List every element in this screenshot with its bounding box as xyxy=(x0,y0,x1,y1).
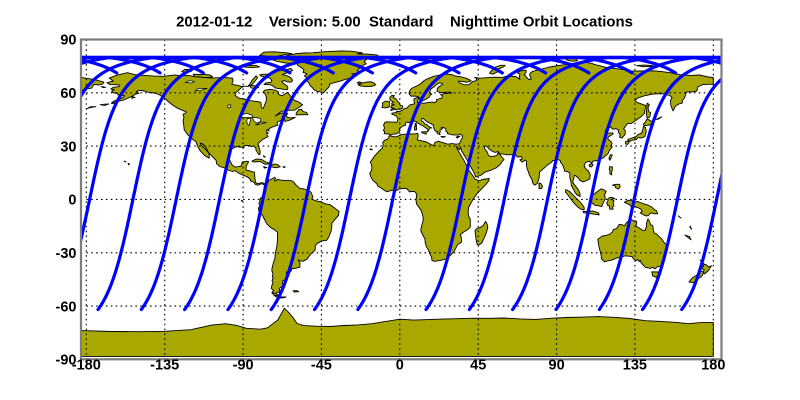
svg-text:60: 60 xyxy=(60,86,76,102)
svg-text:30: 30 xyxy=(60,139,76,155)
svg-text:2012-01-12 Version: 5.00 S: 2012-01-12 Version: 5.00 Standard Nightt… xyxy=(176,15,633,31)
svg-text:180: 180 xyxy=(701,357,725,373)
svg-text:-45: -45 xyxy=(311,357,332,373)
svg-text:135: 135 xyxy=(623,357,647,373)
svg-text:90: 90 xyxy=(60,33,76,49)
svg-text:0: 0 xyxy=(68,193,76,209)
svg-text:-90: -90 xyxy=(56,353,77,369)
svg-text:-180: -180 xyxy=(72,357,101,373)
svg-text:-135: -135 xyxy=(150,357,179,373)
svg-text:-60: -60 xyxy=(56,299,77,315)
svg-text:45: 45 xyxy=(470,357,486,373)
svg-text:90: 90 xyxy=(549,357,565,373)
svg-text:0: 0 xyxy=(396,357,404,373)
svg-text:-90: -90 xyxy=(233,357,254,373)
svg-text:-30: -30 xyxy=(56,246,77,262)
